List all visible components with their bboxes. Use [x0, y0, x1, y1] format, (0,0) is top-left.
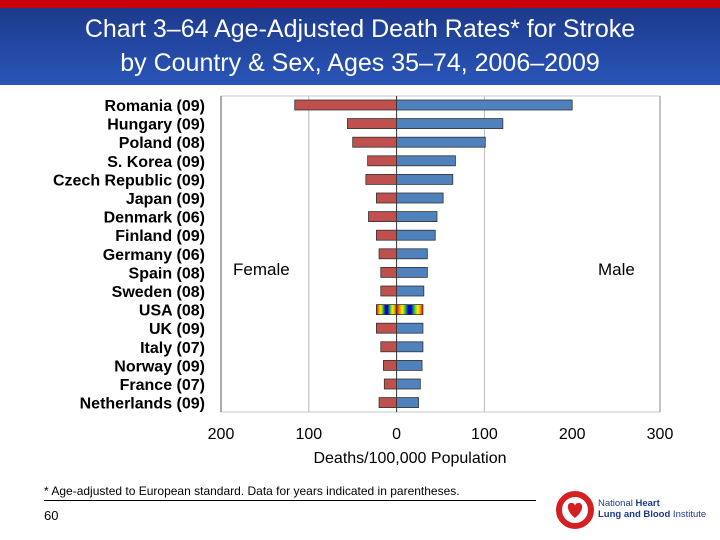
category-label: USA (08): [139, 303, 205, 320]
x-tick-label: 200: [208, 426, 235, 443]
bar-female: [378, 397, 398, 409]
category-label: S. Korea (09): [107, 154, 205, 171]
category-label: Romania (09): [105, 98, 205, 115]
logo-text-1b: Heart: [635, 498, 660, 509]
bar-female: [368, 211, 397, 222]
male-label: Male: [598, 260, 635, 279]
bar-male: [396, 211, 438, 222]
top-accent-bar: [0, 0, 720, 8]
bar-female: [378, 248, 398, 260]
heart-lungs-icon: [556, 491, 594, 529]
category-label: Netherlands (09): [80, 396, 205, 413]
category-label: Hungary (09): [107, 117, 205, 134]
bar-female: [352, 136, 398, 148]
bar-female: [383, 359, 397, 371]
bar-male: [396, 136, 486, 148]
nhlbi-logo: National Heart Lung and Blood Institute: [555, 490, 706, 530]
bar-female: [365, 174, 397, 185]
category-label: Poland (08): [119, 135, 205, 152]
x-axis-title: Deaths/100,000 Population: [313, 450, 506, 467]
x-tick-label: 200: [559, 426, 586, 443]
bar-female: [376, 304, 398, 316]
bar-female: [380, 341, 397, 353]
category-label: Germany (06): [103, 247, 205, 264]
chart-title-line-2: by Country & Sex, Ages 35–74, 2006–2009: [120, 49, 600, 77]
category-label: Italy (07): [140, 340, 205, 357]
bar-male: [396, 118, 504, 129]
bar-female: [347, 118, 398, 129]
category-label: Finland (09): [115, 228, 205, 245]
category-label: Denmark (06): [104, 210, 205, 227]
bar-female: [376, 322, 398, 334]
category-label: UK (09): [149, 321, 205, 338]
bar-female: [294, 99, 398, 111]
bar-male: [396, 341, 424, 353]
bar-male: [396, 99, 573, 111]
bar-male: [396, 304, 424, 316]
x-tick-label: 100: [471, 426, 498, 443]
x-tick-label: 0: [392, 426, 401, 443]
bar-female: [367, 155, 398, 167]
bar-male: [396, 322, 424, 334]
footnote: * Age-adjusted to European standard. Dat…: [44, 484, 536, 501]
x-tick-label: 300: [647, 426, 674, 443]
page-number: 60: [44, 508, 59, 523]
title-header: Chart 3–64 Age-Adjusted Death Rates* for…: [0, 8, 720, 85]
bar-male: [396, 229, 436, 241]
bar-male: [396, 192, 444, 204]
plot-area: [220, 95, 661, 413]
bar-female: [383, 378, 398, 390]
category-label: Japan (09): [126, 191, 205, 208]
diverging-bar-chart: 200 100 0 100 200 300 Romania (09) Hungary (09)…: [53, 95, 674, 467]
category-label: Czech Republic (09): [53, 172, 205, 189]
bar-male: [396, 378, 421, 390]
bar-female: [380, 285, 397, 297]
category-label: Norway (09): [114, 358, 205, 375]
bar-male: [396, 155, 456, 167]
bar-male: [396, 266, 428, 278]
female-label: Female: [233, 260, 290, 279]
logo-text-2a: Lung and Blood: [598, 509, 671, 520]
chart-title-line-1: Chart 3–64 Age-Adjusted Death Rates* for…: [84, 15, 636, 43]
bar-male: [396, 248, 428, 260]
logo-text-1a: National: [598, 498, 636, 509]
bar-male: [396, 359, 423, 371]
bar-female: [376, 192, 398, 204]
bar-male: [396, 285, 425, 297]
logo-text-2b: Institute: [670, 509, 707, 520]
bar-female: [380, 266, 397, 278]
category-label: Spain (08): [129, 265, 205, 282]
category-label: France (07): [120, 377, 205, 394]
category-label: Sweden (08): [112, 284, 205, 301]
bar-male: [396, 174, 454, 185]
x-tick-label: 100: [295, 426, 322, 443]
bar-male: [396, 397, 419, 409]
bar-female: [376, 229, 398, 241]
